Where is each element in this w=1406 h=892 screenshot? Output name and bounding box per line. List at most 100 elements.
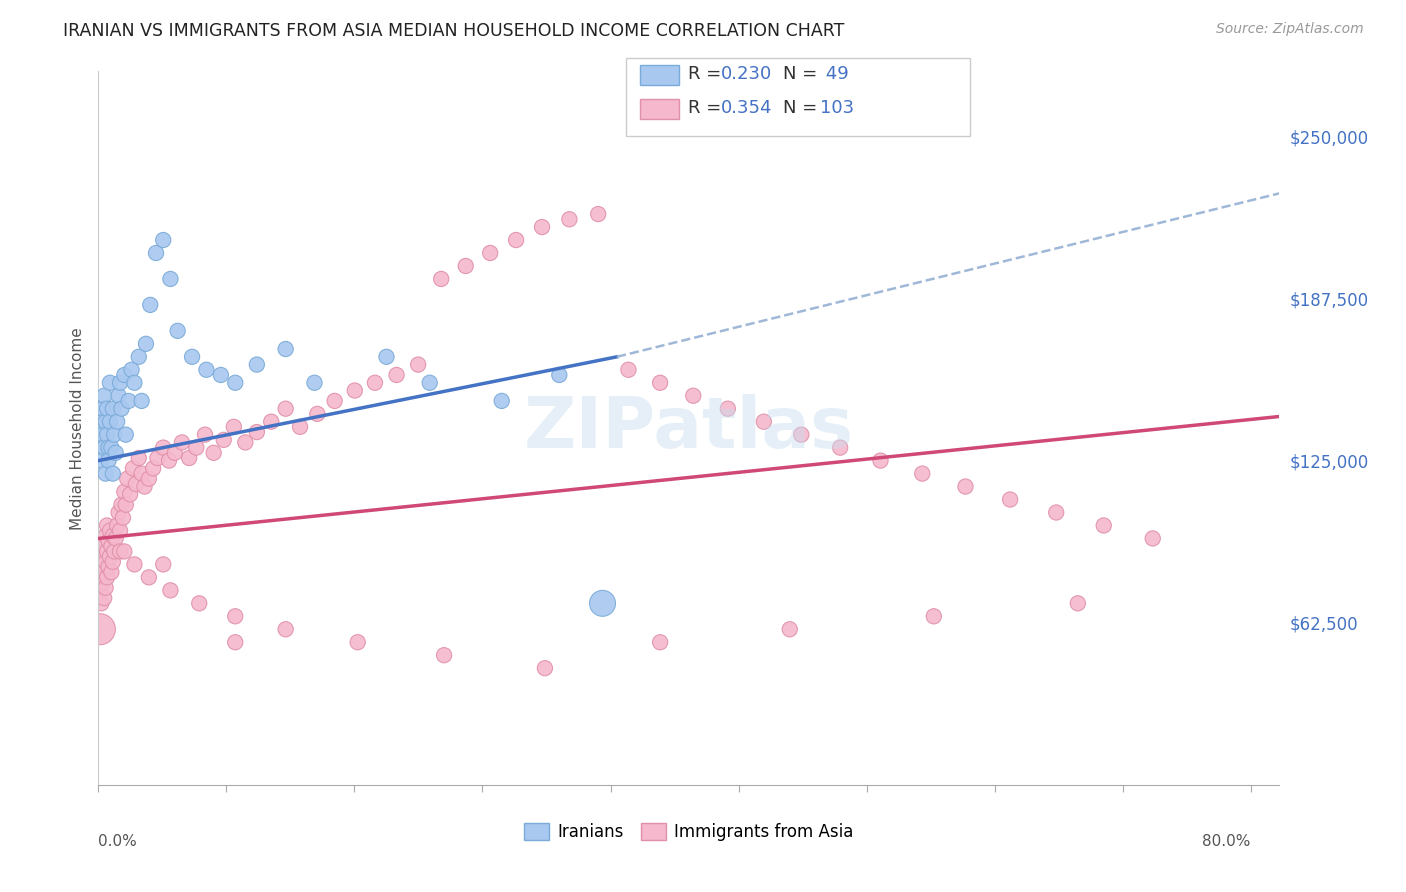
Point — [152, 233, 174, 247]
Point — [112, 544, 135, 558]
Point — [152, 558, 174, 572]
Point — [104, 446, 127, 460]
Point — [650, 376, 672, 390]
Text: 0.0%: 0.0% — [98, 833, 138, 848]
Point — [105, 415, 128, 429]
Point — [752, 415, 775, 429]
Point — [534, 661, 557, 675]
Point — [181, 350, 204, 364]
Point — [922, 609, 945, 624]
Point — [89, 583, 111, 598]
Point — [96, 401, 118, 416]
Point — [146, 450, 169, 465]
Point — [93, 441, 115, 455]
Point — [91, 427, 114, 442]
Point — [531, 220, 554, 235]
Text: 80.0%: 80.0% — [1202, 833, 1251, 848]
Point — [104, 532, 127, 546]
Point — [159, 272, 181, 286]
Point — [93, 389, 115, 403]
Point — [170, 435, 193, 450]
Point — [97, 534, 120, 549]
Y-axis label: Median Household Income: Median Household Income — [69, 326, 84, 530]
Point — [128, 350, 150, 364]
Point — [869, 453, 891, 467]
Point — [100, 539, 122, 553]
Point — [343, 384, 366, 398]
Point — [98, 415, 121, 429]
Point — [998, 492, 1021, 507]
Point — [179, 450, 201, 465]
Point — [90, 453, 112, 467]
Point — [288, 420, 311, 434]
Point — [115, 472, 138, 486]
Point — [91, 575, 114, 590]
Point — [430, 272, 453, 286]
Point — [97, 441, 120, 455]
Point — [90, 558, 112, 572]
Point — [112, 484, 135, 499]
Point — [90, 415, 112, 429]
Point — [159, 583, 181, 598]
Point — [163, 446, 186, 460]
Point — [790, 427, 813, 442]
Point — [103, 427, 125, 442]
Point — [101, 467, 124, 481]
Point — [96, 427, 118, 442]
Point — [157, 453, 180, 467]
Point — [98, 549, 121, 564]
Point — [124, 558, 146, 572]
Text: Source: ZipAtlas.com: Source: ZipAtlas.com — [1216, 22, 1364, 37]
Point — [110, 498, 132, 512]
Point — [97, 453, 120, 467]
Point — [1092, 518, 1115, 533]
Point — [91, 401, 114, 416]
Point — [94, 555, 117, 569]
Point — [558, 212, 581, 227]
Point — [246, 358, 269, 372]
Point — [142, 461, 165, 475]
Text: 0.354: 0.354 — [721, 99, 773, 117]
Text: N =: N = — [783, 99, 823, 117]
Point — [586, 207, 609, 221]
Point — [202, 446, 225, 460]
Point — [307, 407, 329, 421]
Point — [131, 467, 153, 481]
Point — [120, 487, 142, 501]
Point — [911, 467, 934, 481]
Point — [101, 555, 124, 569]
Point — [107, 506, 129, 520]
Point — [145, 246, 167, 260]
Point — [491, 393, 513, 408]
Point — [124, 376, 146, 390]
Point — [346, 635, 368, 649]
Point — [406, 358, 429, 372]
Point — [717, 401, 740, 416]
Point — [90, 570, 112, 584]
Point — [114, 498, 136, 512]
Point — [98, 524, 121, 538]
Text: 103: 103 — [820, 99, 853, 117]
Point — [592, 596, 614, 610]
Point — [1045, 506, 1067, 520]
Point — [364, 376, 387, 390]
Point — [274, 401, 297, 416]
Point — [419, 376, 441, 390]
Point — [110, 401, 132, 416]
Point — [433, 648, 456, 663]
Point — [100, 565, 122, 579]
Text: 0.230: 0.230 — [721, 65, 772, 83]
Text: R =: R = — [688, 99, 727, 117]
Point — [96, 544, 118, 558]
Point — [454, 259, 477, 273]
Point — [107, 389, 129, 403]
Point — [101, 529, 124, 543]
Legend: Iranians, Immigrants from Asia: Iranians, Immigrants from Asia — [517, 816, 860, 848]
Point — [108, 376, 131, 390]
Point — [779, 622, 801, 636]
Point — [101, 401, 124, 416]
Point — [93, 539, 115, 553]
Point — [224, 376, 246, 390]
Point — [138, 570, 160, 584]
Point — [274, 342, 297, 356]
